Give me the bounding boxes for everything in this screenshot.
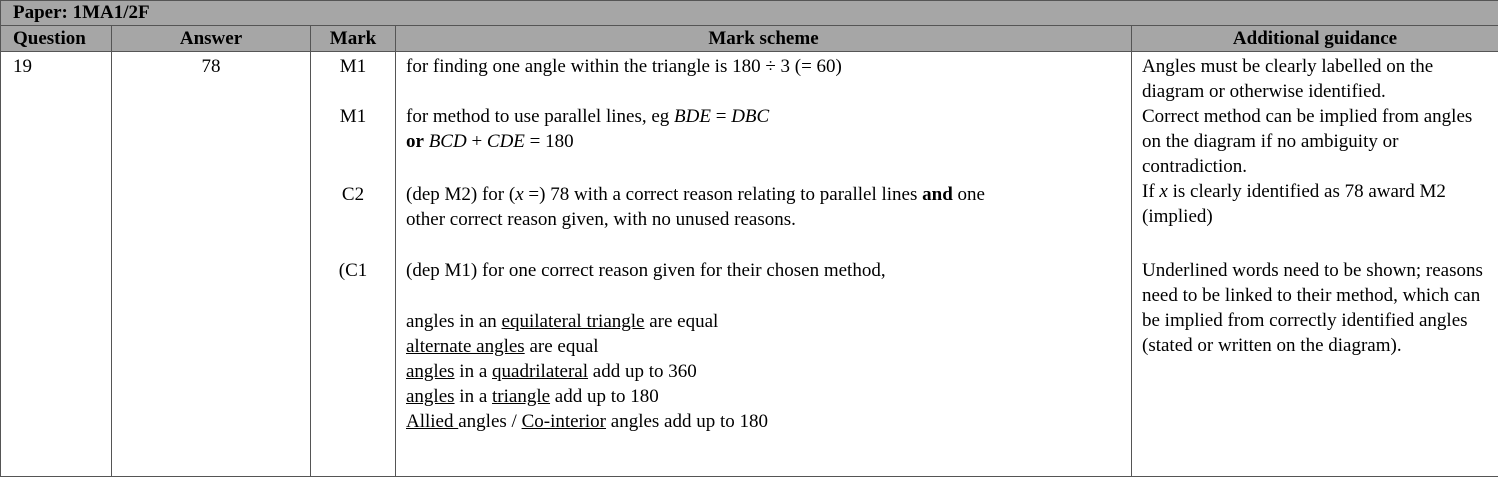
mark-m1a: M1 — [339, 56, 367, 77]
paper-row: Paper: 1MA1/2F — [0, 0, 1498, 26]
scheme-m1b-plus: + — [466, 131, 487, 152]
scheme-container: for finding one angle within the triangl… — [396, 52, 1131, 476]
reason-1-post: are equal — [644, 311, 719, 332]
scheme-c1: (dep M1) for one correct reason given fo… — [406, 260, 886, 281]
scheme-m1b-bcd: BCD — [428, 131, 467, 152]
reason-allied: Allied angles / Co-interior angles add u… — [406, 409, 768, 434]
mark-header: Mark — [310, 25, 396, 52]
scheme-m1b-dbc: DBC — [731, 106, 770, 127]
reason-4-underlined-2: triangle — [492, 386, 551, 407]
guidance-cell: Angles must be clearly labelled on the d… — [1130, 51, 1498, 477]
scheme-c2-post: one — [952, 184, 985, 205]
reason-5-post: angles add up to 180 — [606, 411, 769, 432]
guidance-x-var: x — [1159, 181, 1168, 202]
reason-1-underlined: equilateral triangle — [501, 311, 645, 332]
scheme-m1b-cde: CDE — [486, 131, 525, 152]
scheme-m1b-pre: for method to use parallel lines, eg — [406, 106, 675, 127]
guidance-x-post: is clearly identified as 78 award M2 (im… — [1142, 181, 1446, 227]
guidance-x-identified: If x is clearly identified as 78 award M… — [1142, 179, 1488, 229]
reason-equilateral: angles in an equilateral triangle are eq… — [406, 309, 768, 334]
reason-3-post: add up to 360 — [588, 361, 697, 382]
reason-5-underlined-1: Allied — [406, 411, 459, 432]
scheme-m1a: for finding one angle within the triangl… — [406, 56, 842, 77]
scheme-cell: for finding one angle within the triangl… — [395, 51, 1132, 477]
scheme-m1b-end: = 180 — [524, 131, 574, 152]
reason-alternate: alternate angles are equal — [406, 334, 768, 359]
mark-c1: (C1 — [338, 260, 368, 281]
scheme-m1b-bde: BDE — [674, 106, 711, 127]
marks-container: M1 M1 C2 (C1 — [311, 52, 395, 476]
scheme-m1b: for method to use parallel lines, eg BDE… — [406, 104, 769, 154]
reason-4-post: add up to 180 — [550, 386, 659, 407]
answer-cell: 78 — [111, 51, 311, 477]
scheme-c2-and: and — [922, 184, 953, 205]
reason-3-underlined-2: quadrilateral — [492, 361, 589, 382]
scheme-header: Mark scheme — [395, 25, 1132, 52]
reason-2-underlined: alternate angles — [406, 336, 525, 357]
scheme-m1b-eq: = — [710, 106, 732, 127]
mark-c2: C2 — [341, 184, 365, 205]
guidance-x-pre: If — [1142, 181, 1160, 202]
reason-3-underlined-1: angles — [406, 361, 455, 382]
scheme-reasons: angles in an equilateral triangle are eq… — [406, 309, 768, 434]
scheme-c2: (dep M2) for (x =) 78 with a correct rea… — [406, 182, 985, 232]
scheme-c2-line2: other correct reason given, with no unus… — [406, 209, 796, 230]
paper-title: Paper: 1MA1/2F — [0, 0, 1498, 26]
reason-5-underlined-2: Co-interior — [521, 411, 607, 432]
marks-cell: M1 M1 C2 (C1 — [310, 51, 396, 477]
header-row: Question Answer Mark Mark scheme Additio… — [0, 25, 1498, 52]
reason-quadrilateral: angles in a quadrilateral add up to 360 — [406, 359, 768, 384]
question-header: Question — [0, 25, 112, 52]
reason-4-mid: in a — [454, 386, 493, 407]
scheme-m1b-or: or — [406, 131, 424, 152]
guidance-underlined-words: Underlined words need to be shown; reaso… — [1142, 260, 1483, 356]
guidance-header: Additional guidance — [1130, 25, 1498, 52]
reason-triangle: angles in a triangle add up to 180 — [406, 384, 768, 409]
question-number: 19 — [0, 51, 112, 477]
question-number-text: 19 — [13, 56, 32, 77]
reason-1-pre: angles in an — [406, 311, 502, 332]
guidance-text: Angles must be clearly labelled on the d… — [1142, 54, 1488, 229]
scheme-c2-pre: (dep M2) for ( — [406, 184, 516, 205]
reason-5-mid: angles / — [458, 411, 522, 432]
scheme-c2-x: x — [515, 184, 524, 205]
reason-3-mid: in a — [454, 361, 493, 382]
answer-header: Answer — [111, 25, 311, 52]
guidance-implied: Correct method can be implied from angle… — [1142, 106, 1473, 177]
mark-m1b: M1 — [339, 106, 367, 127]
reason-2-post: are equal — [524, 336, 599, 357]
answer-text: 78 — [201, 56, 221, 77]
question-row: 19 78 M1 M1 C2 (C1 for finding one angle… — [0, 51, 1498, 477]
reason-4-underlined-1: angles — [406, 386, 455, 407]
guidance-container: Angles must be clearly labelled on the d… — [1132, 52, 1498, 476]
scheme-c2-mid: =) 78 with a correct reason relating to … — [523, 184, 923, 205]
guidance-labelled: Angles must be clearly labelled on the d… — [1142, 56, 1434, 102]
